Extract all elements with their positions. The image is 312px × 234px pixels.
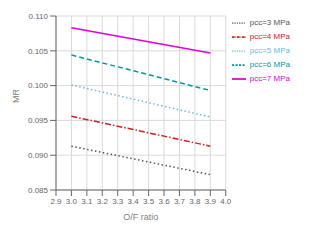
svg-text:0.095: 0.095	[28, 116, 49, 125]
svg-text:0.085: 0.085	[28, 186, 49, 195]
svg-text:MR: MR	[11, 89, 21, 103]
html-text:pcc=4 MPa: pcc=4 MPa	[249, 32, 290, 42]
svg-text:3.0: 3.0	[66, 197, 78, 206]
svg-text:3.1: 3.1	[81, 197, 93, 206]
svg-text:0.110: 0.110	[29, 12, 49, 21]
svg-text:3.4: 3.4	[128, 197, 140, 206]
svg-text:3.3: 3.3	[112, 197, 124, 206]
svg-text:3.8: 3.8	[189, 197, 201, 206]
html-text:pcc=7 MPa: pcc=7 MPa	[249, 74, 290, 84]
svg-text:0.105: 0.105	[28, 47, 49, 56]
svg-text:3.5: 3.5	[143, 197, 155, 206]
svg-text:3.2: 3.2	[97, 197, 109, 206]
html-text:pcc=6 MPa: pcc=6 MPa	[249, 60, 290, 70]
svg-text:4.0: 4.0	[220, 197, 232, 206]
svg-text:3.6: 3.6	[158, 197, 170, 206]
svg-text:3.9: 3.9	[205, 197, 217, 206]
svg-text:O/F ratio: O/F ratio	[123, 212, 158, 222]
svg-text:3.7: 3.7	[174, 197, 186, 206]
svg-text:0.090: 0.090	[28, 151, 49, 160]
svg-text:2.9: 2.9	[50, 197, 62, 206]
html-text:pcc=5 MPa: pcc=5 MPa	[249, 46, 290, 56]
svg-text:0.100: 0.100	[28, 81, 49, 90]
html-text:pcc=3 MPa: pcc=3 MPa	[249, 18, 290, 28]
